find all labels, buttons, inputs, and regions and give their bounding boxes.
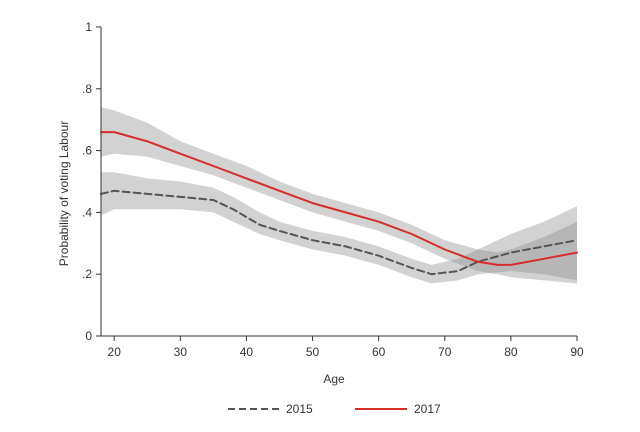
series-lines: [100, 131, 578, 276]
series-line-2015: [100, 189, 578, 276]
legend-label: 2017: [414, 402, 441, 416]
y-tick-label: .6: [82, 144, 92, 158]
x-tick-label: 40: [240, 345, 254, 359]
y-ticks: 0 .2 .4 .6 .8 1: [82, 20, 101, 343]
y-tick-label: 1: [85, 20, 92, 34]
x-tick-label: 20: [108, 345, 122, 359]
x-tick-label: 80: [504, 345, 518, 359]
x-tick-label: 30: [174, 345, 188, 359]
legend-label: 2015: [286, 402, 313, 416]
confidence-bands: [101, 107, 577, 284]
ci-band-2017: [101, 107, 577, 284]
x-tick-label: 60: [372, 345, 386, 359]
ci-band-2015: [101, 172, 577, 284]
x-ticks: 20 30 40 50 60 70 80 90: [108, 336, 584, 359]
y-tick-label: 0: [85, 329, 92, 343]
y-tick-label: .4: [82, 205, 92, 219]
x-tick-label: 90: [570, 345, 584, 359]
y-tick-label: .8: [82, 82, 92, 96]
y-tick-label: .2: [82, 267, 92, 281]
legend-item-2017: 2017: [355, 402, 441, 416]
y-axis-label: Probability of voting Labour: [57, 121, 71, 266]
legend-item-2015: 2015: [228, 402, 313, 416]
legend: 2015 2017: [228, 402, 441, 416]
axes: 0 .2 .4 .6 .8 1 20 30 40 50 60 70 80 90: [82, 20, 584, 359]
x-tick-label: 50: [306, 345, 320, 359]
x-tick-label: 70: [438, 345, 452, 359]
x-axis-label: Age: [323, 372, 345, 386]
series-line-2017: [100, 131, 578, 266]
